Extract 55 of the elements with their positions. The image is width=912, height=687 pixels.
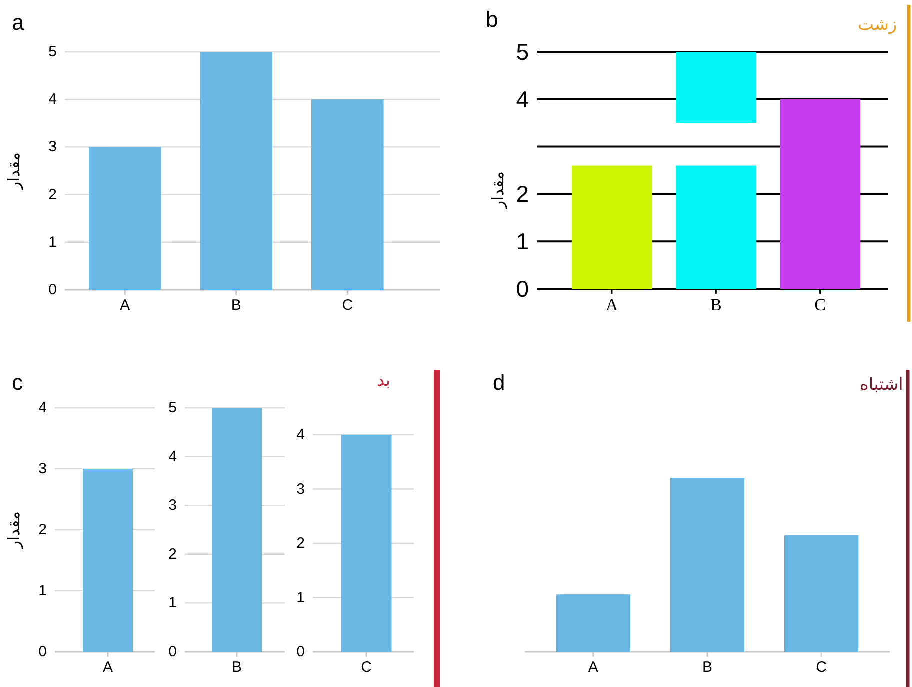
y-tick-label: 2 [168,546,177,563]
x-tick-label: C [342,297,354,314]
y-axis-title: مقدار [488,171,508,210]
chart-subtitle: زشت [858,15,898,35]
y-tick-label: 4 [48,91,57,108]
y-axis-title: مقدار [4,511,24,550]
x-tick-label: A [588,659,598,676]
y-tick-label: 1 [48,234,57,251]
y-tick-label: 4 [516,86,530,112]
y-tick-label: 3 [168,497,177,514]
chart-subtitle: بد [377,371,391,391]
x-tick-label: C [816,659,828,676]
y-tick-label: 0 [168,644,177,660]
bar [572,166,652,289]
y-tick-label: 4 [168,448,177,466]
bar [311,100,384,290]
y-tick-label: 2 [38,522,47,538]
bar [676,52,756,124]
x-tick-label: A [606,296,619,315]
x-tick-label: B [231,297,242,314]
y-tick-label: 5 [516,39,529,65]
chart-title: d [493,370,506,395]
y-tick-label: 1 [516,228,529,255]
x-tick-label: C [361,659,372,676]
y-tick-label: 0 [516,276,529,302]
x-tick-label: B [710,296,722,315]
y-tick-label: 5 [48,44,57,60]
y-tick-label: 5 [168,400,177,416]
x-tick-label: A [102,659,114,676]
x-tick-label: B [702,659,713,676]
y-tick-label: 2 [516,181,529,208]
x-tick-label: C [814,296,826,315]
y-tick-label: 4 [296,426,305,444]
y-tick-label: 0 [296,644,305,660]
y-tick-label: 3 [296,480,305,498]
bar [88,147,162,290]
y-tick-label: 1 [38,582,47,600]
x-tick-label: B [232,659,242,676]
bar [200,52,273,290]
y-tick-label: 0 [48,282,57,298]
x-tick-label: A [120,297,130,314]
chart-title: b [486,7,498,32]
y-axis-title: مقدار [4,152,24,191]
chart-title: a [12,10,25,35]
chart-title: c [12,370,23,395]
y-tick-label: 1 [296,589,305,606]
y-tick-label: 3 [38,460,47,478]
y-tick-label: 2 [296,535,305,552]
y-tick-label: 2 [48,186,57,204]
y-tick-label: 0 [38,644,47,660]
y-tick-label: 1 [168,594,177,612]
bar [780,99,860,289]
chart-subtitle: اشتباه [860,375,904,395]
y-tick-label: 3 [48,138,57,156]
y-tick-label: 4 [38,400,47,416]
